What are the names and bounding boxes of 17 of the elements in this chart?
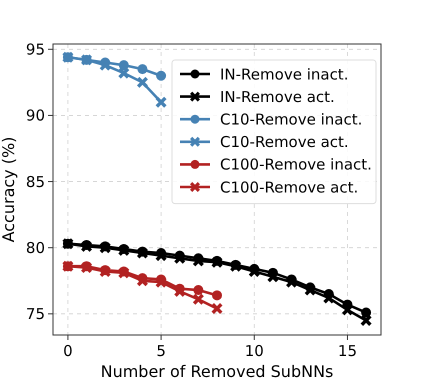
y-tick-label: 95 <box>26 40 45 59</box>
y-axis-title: Accuracy (%) <box>0 136 18 242</box>
y-tick-label: 85 <box>26 172 45 191</box>
legend-label: C10-Remove inact. <box>220 110 362 128</box>
x-tick-label: 0 <box>63 342 73 360</box>
legend-label: C10-Remove act. <box>220 133 349 152</box>
x-tick-label: 5 <box>156 342 166 360</box>
x-axis-title: Number of Removed SubNNs <box>100 362 334 381</box>
legend-label: IN-Remove inact. <box>220 65 348 84</box>
x-tick-label: 15 <box>338 342 357 360</box>
y-tick-label: 90 <box>26 106 45 125</box>
x-tick-label: 10 <box>244 342 264 360</box>
legend-label: C100-Remove act. <box>220 178 358 196</box>
legend-label: C100-Remove inact. <box>220 156 372 174</box>
y-tick-label: 75 <box>26 305 45 324</box>
y-tick-label: 80 <box>26 238 45 257</box>
legend-label: IN-Remove act. <box>220 88 335 106</box>
